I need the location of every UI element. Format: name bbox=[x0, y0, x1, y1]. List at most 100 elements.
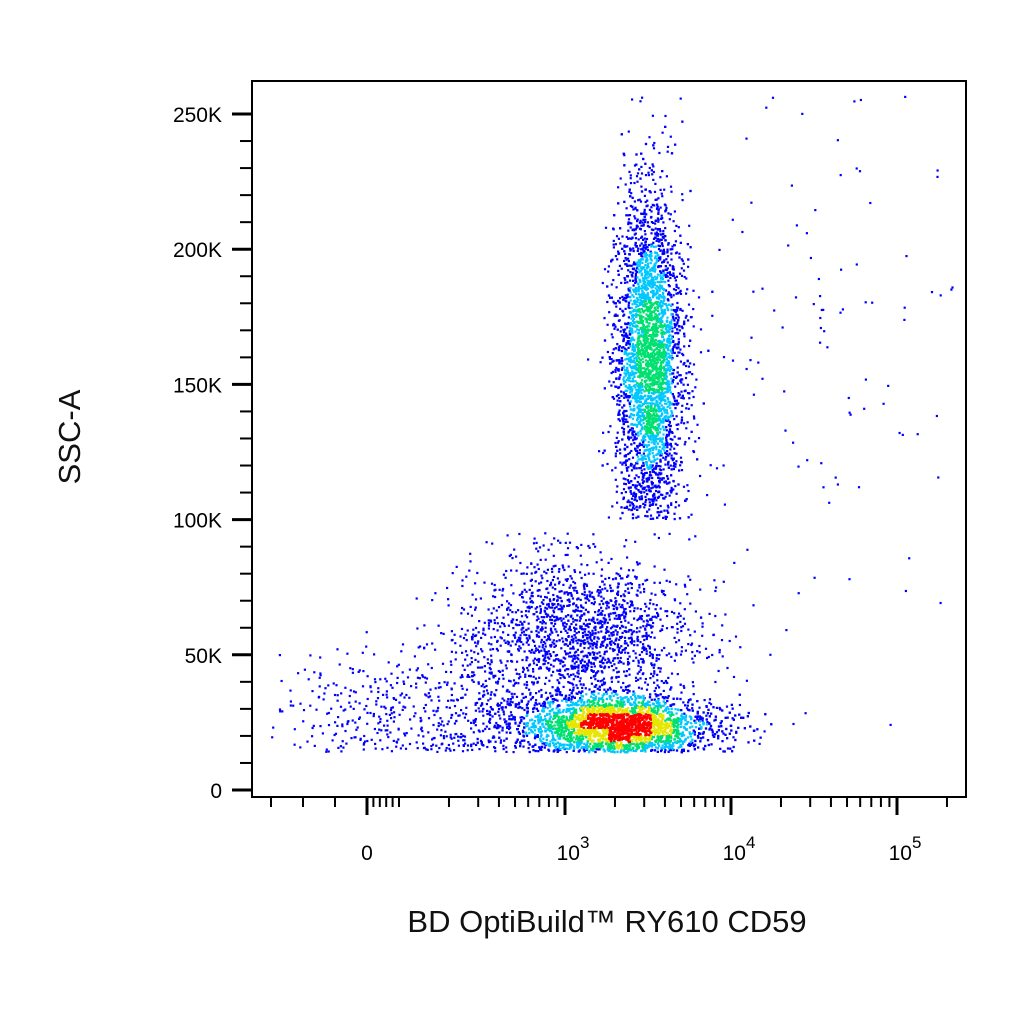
data-point bbox=[586, 594, 589, 597]
data-point bbox=[623, 670, 626, 673]
data-point bbox=[582, 628, 585, 631]
data-point bbox=[512, 717, 515, 720]
data-point bbox=[579, 697, 582, 700]
data-point bbox=[674, 310, 677, 313]
data-point bbox=[603, 638, 607, 641]
data-point bbox=[580, 640, 583, 643]
data-point bbox=[413, 655, 416, 658]
data-point bbox=[546, 579, 549, 583]
data-point bbox=[621, 366, 624, 369]
data-point bbox=[668, 494, 671, 497]
data-point bbox=[625, 343, 628, 346]
data-point bbox=[682, 748, 685, 751]
data-point bbox=[575, 627, 578, 630]
data-point bbox=[615, 286, 618, 289]
data-point bbox=[673, 403, 676, 406]
data-point bbox=[688, 744, 691, 747]
data-point bbox=[439, 686, 442, 689]
data-point bbox=[712, 633, 715, 637]
data-point bbox=[579, 571, 582, 574]
data-point bbox=[663, 509, 666, 512]
data-point bbox=[527, 622, 530, 625]
data-point bbox=[299, 702, 302, 705]
data-point bbox=[615, 305, 618, 308]
data-point bbox=[676, 382, 679, 385]
data-point bbox=[491, 736, 494, 739]
data-point bbox=[576, 547, 579, 550]
data-point bbox=[318, 695, 321, 698]
data-point bbox=[533, 566, 536, 569]
data-point bbox=[615, 608, 619, 611]
data-point bbox=[617, 411, 620, 414]
data-point bbox=[574, 665, 577, 668]
data-point bbox=[496, 682, 499, 685]
data-point bbox=[461, 579, 464, 582]
data-point bbox=[560, 659, 563, 662]
data-point bbox=[723, 750, 726, 753]
data-point bbox=[624, 685, 628, 689]
data-point bbox=[504, 664, 507, 667]
data-point bbox=[616, 644, 619, 647]
data-point bbox=[665, 438, 668, 442]
data-point bbox=[488, 727, 491, 730]
data-point bbox=[653, 672, 656, 675]
data-point bbox=[552, 598, 555, 601]
data-point bbox=[665, 175, 668, 178]
data-point bbox=[630, 436, 633, 439]
data-point bbox=[673, 351, 676, 354]
data-point bbox=[625, 348, 628, 351]
data-point bbox=[597, 594, 600, 597]
data-point bbox=[645, 625, 648, 628]
data-point bbox=[612, 631, 615, 634]
data-point bbox=[655, 473, 658, 476]
data-point bbox=[434, 687, 437, 690]
data-point bbox=[490, 612, 493, 615]
data-point bbox=[539, 558, 542, 561]
data-point bbox=[682, 269, 686, 272]
data-point bbox=[465, 688, 469, 691]
data-point bbox=[386, 746, 389, 749]
data-point bbox=[350, 737, 353, 740]
data-point bbox=[520, 739, 523, 742]
data-point bbox=[637, 678, 640, 681]
data-point bbox=[638, 617, 641, 620]
data-point bbox=[526, 722, 529, 725]
data-point bbox=[608, 356, 611, 359]
data-point bbox=[773, 309, 776, 312]
data-point bbox=[618, 638, 621, 641]
data-point bbox=[610, 296, 613, 299]
data-point bbox=[656, 679, 659, 682]
data-point bbox=[549, 695, 553, 698]
data-point bbox=[640, 190, 644, 193]
data-point bbox=[745, 679, 748, 682]
data-point bbox=[696, 710, 699, 713]
data-point bbox=[581, 669, 584, 672]
data-point bbox=[571, 659, 574, 662]
data-point bbox=[567, 592, 570, 595]
data-point bbox=[466, 675, 469, 678]
data-point bbox=[521, 729, 525, 732]
data-point bbox=[648, 136, 651, 139]
data-point bbox=[567, 698, 570, 702]
data-point bbox=[489, 693, 492, 696]
data-point bbox=[594, 656, 597, 659]
data-point bbox=[644, 247, 647, 250]
data-point bbox=[523, 708, 526, 712]
data-point bbox=[586, 654, 589, 657]
data-point bbox=[656, 234, 659, 237]
data-point bbox=[666, 696, 669, 699]
data-point bbox=[647, 485, 650, 488]
data-point bbox=[400, 650, 403, 653]
data-point bbox=[537, 667, 541, 670]
data-point bbox=[386, 733, 389, 736]
data-point bbox=[548, 703, 551, 706]
data-point bbox=[552, 554, 555, 557]
data-point bbox=[632, 659, 635, 662]
data-point bbox=[664, 227, 667, 230]
data-point bbox=[626, 500, 629, 504]
data-point bbox=[525, 686, 528, 689]
data-point bbox=[526, 683, 529, 687]
data-point bbox=[586, 637, 589, 640]
data-point bbox=[532, 670, 535, 673]
data-point bbox=[635, 656, 638, 659]
